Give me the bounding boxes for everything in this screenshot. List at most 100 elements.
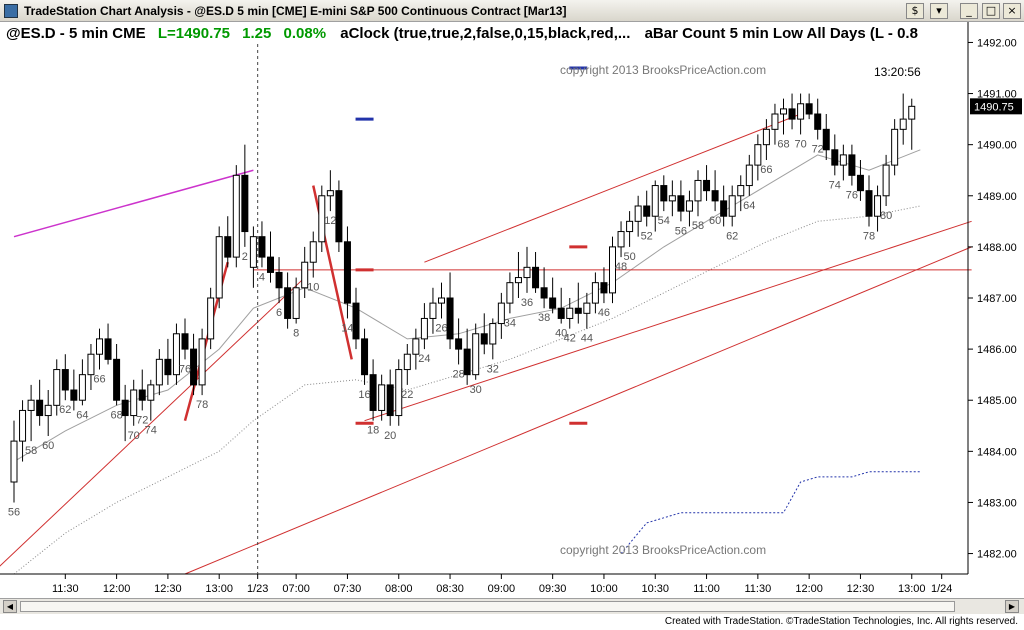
candle-body — [326, 190, 334, 197]
symbol-link-button[interactable]: $ — [906, 3, 924, 19]
y-tick-label: 1483.00 — [977, 497, 1017, 509]
candle-body — [711, 190, 719, 202]
x-tick-label: 1/23 — [247, 583, 268, 595]
trend-line — [364, 220, 972, 422]
candle-body — [61, 369, 69, 391]
candle-body — [540, 287, 548, 299]
bar-count-label: 68 — [110, 409, 122, 421]
bar-count-label: 6 — [276, 307, 282, 319]
x-tick-label: 10:30 — [641, 583, 669, 595]
scroll-right-arrow-icon[interactable]: ▶ — [1005, 600, 1019, 613]
bar-count-label: 26 — [435, 322, 447, 334]
candle-body — [600, 282, 608, 294]
bar-count-label: 4 — [259, 271, 265, 283]
close-button[interactable]: × — [1003, 3, 1021, 19]
candle-body — [412, 338, 420, 355]
candle-body — [446, 297, 454, 340]
candle-body — [566, 307, 574, 319]
candle-body — [856, 174, 864, 192]
candle-body — [874, 195, 882, 217]
bar-count-label: 32 — [487, 363, 499, 375]
candle-body — [70, 389, 78, 401]
candle-body — [814, 113, 822, 130]
candle-body — [172, 333, 180, 376]
title-bar: TradeStation Chart Analysis - @ES.D 5 mi… — [0, 0, 1024, 22]
candle-body — [685, 200, 693, 212]
candle-body — [643, 205, 651, 217]
candle-body — [369, 374, 377, 411]
bar-count-label: 24 — [418, 353, 430, 365]
candle-body — [429, 302, 437, 319]
candle-body — [549, 297, 557, 309]
candle-body — [617, 231, 625, 248]
bar-count-label: 36 — [521, 297, 533, 309]
candle-body — [728, 195, 736, 217]
maximize-button[interactable]: □ — [982, 3, 1000, 19]
bar-count-label: 44 — [581, 333, 593, 345]
bar-count-label: 56 — [8, 506, 20, 518]
menu-dropdown-button[interactable]: ▾ — [930, 3, 948, 19]
bar-count-label: 40 — [555, 328, 567, 340]
bar-count-label: 46 — [598, 307, 610, 319]
candle-body — [737, 185, 745, 197]
change-text: 1.25 — [242, 25, 271, 42]
candle-body — [224, 236, 232, 258]
candle-body — [164, 358, 172, 376]
bar-count-label: 12 — [324, 215, 336, 227]
bar-count-label: 64 — [743, 200, 755, 212]
x-tick-label: 12:30 — [847, 583, 875, 595]
y-tick-label: 1491.00 — [977, 89, 1017, 101]
candle-body — [694, 179, 702, 202]
trend-line — [184, 246, 972, 575]
bar-count-label: 78 — [196, 399, 208, 411]
y-tick-label: 1487.00 — [977, 293, 1017, 305]
candle-body — [190, 348, 198, 386]
bar-count-label: 50 — [623, 251, 635, 263]
candle-body — [147, 384, 155, 401]
candle-body — [506, 282, 514, 304]
bar-count-label: 80 — [880, 210, 892, 222]
candle-body — [10, 440, 18, 483]
symbol-text: @ES.D - 5 min CME — [6, 25, 146, 42]
candle-body — [241, 174, 249, 233]
candle-body — [831, 149, 839, 166]
scrollbar-thumb[interactable] — [20, 601, 955, 612]
y-tick-label: 1489.00 — [977, 191, 1017, 203]
candle-body — [27, 399, 35, 411]
trend-line — [13, 169, 254, 238]
candle-body — [754, 144, 762, 166]
minimize-button[interactable]: _ — [960, 3, 978, 19]
bar-count-label: 34 — [504, 317, 516, 329]
candle-body — [839, 154, 847, 166]
horizontal-scrollbar[interactable]: ◀ ▶ — [0, 598, 1024, 614]
chart-area[interactable]: 56 58 60 62 64 66 68 70 72 74 76 78 2 4 6 8 10 12 14 16 18 20… — [0, 22, 1024, 598]
candle-body — [258, 236, 266, 258]
candle-body — [130, 389, 138, 417]
x-tick-label: 10:00 — [590, 583, 618, 595]
footer: Created with TradeStation. ©TradeStation… — [0, 614, 1024, 630]
moving-average-line — [13, 149, 921, 463]
window-title: TradeStation Chart Analysis - @ES.D 5 mi… — [24, 4, 567, 18]
bar-count-label: 62 — [59, 404, 71, 416]
bar-count-label: 52 — [641, 230, 653, 242]
candle-body — [292, 287, 300, 319]
scroll-left-arrow-icon[interactable]: ◀ — [3, 600, 17, 613]
x-tick-label: 11:00 — [693, 583, 720, 595]
candle-body — [899, 118, 907, 130]
y-tick-label: 1482.00 — [977, 549, 1017, 561]
bar-count-label: 60 — [709, 215, 721, 227]
clock-study-text: aClock (true,true,2,false,0,15,black,red… — [340, 25, 630, 42]
bar-count-label: 76 — [846, 190, 858, 202]
candle-body — [591, 282, 599, 304]
last-price-tag — [970, 98, 1022, 115]
candle-body — [677, 195, 685, 212]
x-tick-label: 13:00 — [898, 583, 926, 595]
bar-count-label: 70 — [794, 138, 806, 150]
app-icon — [4, 4, 18, 18]
candle-body — [668, 195, 676, 202]
candle-body — [532, 266, 540, 289]
candle-body — [583, 302, 591, 314]
candle-body — [557, 307, 565, 319]
bar-count-label: 30 — [470, 384, 482, 396]
